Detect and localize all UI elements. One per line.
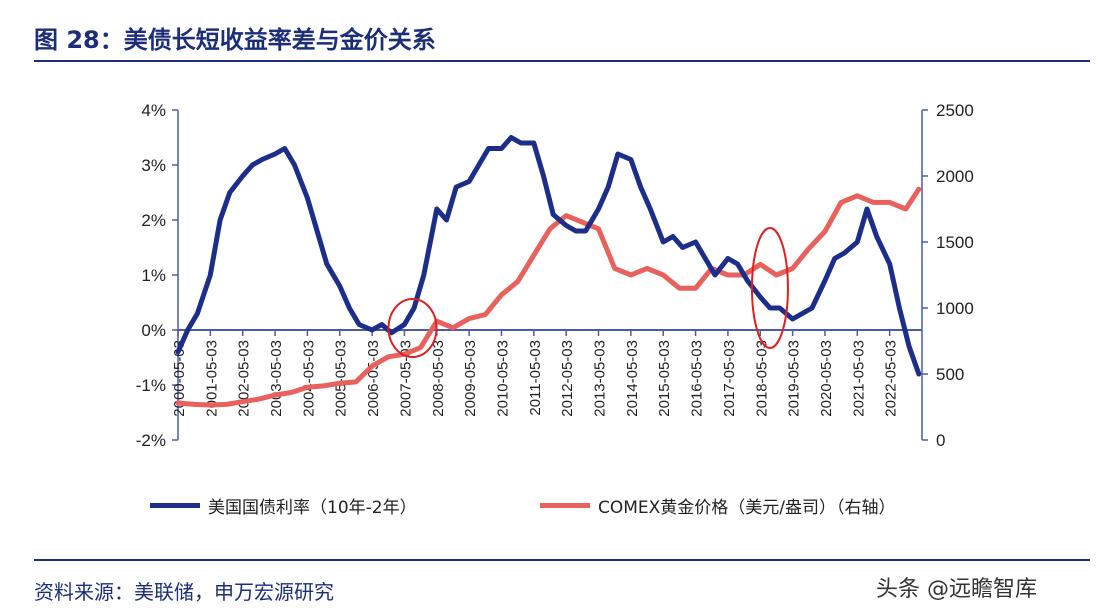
- left-axis-tick-label: 2%: [141, 211, 166, 230]
- footer-divider: [34, 559, 1090, 561]
- x-axis-tick-label: 2009-05-03: [462, 340, 479, 417]
- x-axis-tick-label: 2000-05-03: [171, 340, 188, 417]
- x-axis-tick-label: 2003-05-03: [268, 340, 285, 417]
- yield-spread-line: [175, 135, 922, 377]
- page-title: 图 28：美债长短收益率差与金价关系: [34, 26, 436, 54]
- legend-item-gold-price: COMEX黄金价格（美元/盎司）（右轴）: [540, 493, 896, 518]
- x-axis-tick-label: 2004-05-03: [300, 340, 317, 417]
- watermark: 头条 @远瞻智库: [876, 577, 1037, 602]
- x-axis-tick-label: 2020-05-03: [818, 340, 835, 417]
- legend-label-yield-spread: 美国国债利率（10年-2年）: [208, 498, 417, 518]
- x-axis-tick-label: 2015-05-03: [656, 340, 673, 417]
- x-axis-tick-label: 2005-05-03: [333, 340, 350, 417]
- left-axis-tick-label: 4%: [141, 101, 166, 120]
- legend-swatch-gold-price: [540, 503, 590, 508]
- highlight-ellipse-2007: [387, 298, 438, 358]
- left-axis-tick-label: 1%: [141, 266, 166, 285]
- right-axis-tick-label: 2500: [936, 101, 974, 120]
- right-axis-tick-label: 500: [936, 365, 964, 384]
- gold-price-line: [175, 186, 922, 408]
- left-axis-tick-label: -1%: [136, 376, 166, 395]
- left-axis-tick-label: -2%: [136, 431, 166, 450]
- x-axis-tick-label: 2013-05-03: [592, 340, 609, 417]
- right-axis-tick-label: 1000: [936, 299, 974, 318]
- x-axis-tick-label: 2022-05-03: [883, 340, 900, 417]
- right-axis-tick-label: 1500: [936, 233, 974, 252]
- highlight-ellipse-2018: [750, 227, 789, 349]
- right-axis-tick-label: 2000: [936, 167, 974, 186]
- legend-item-yield-spread: 美国国债利率（10年-2年）: [150, 493, 417, 518]
- left-axis-tick-label: 0%: [141, 321, 166, 340]
- x-axis-tick-label: 2019-05-03: [786, 340, 803, 417]
- left-axis-tick-label: 3%: [141, 156, 166, 175]
- x-axis-tick-label: 2011-05-03: [527, 340, 544, 416]
- legend-label-gold-price: COMEX黄金价格（美元/盎司）（右轴）: [598, 498, 896, 518]
- x-axis-tick-label: 2007-05-03: [397, 340, 414, 417]
- x-axis-tick-label: 2018-05-03: [753, 340, 770, 417]
- x-axis-tick-label: 2012-05-03: [559, 340, 576, 417]
- x-axis-tick-label: 2014-05-03: [624, 340, 641, 417]
- x-axis-tick-label: 2010-05-03: [494, 340, 511, 417]
- x-axis-tick-label: 2021-05-03: [850, 340, 867, 417]
- x-axis-tick-label: 2017-05-03: [721, 340, 738, 417]
- x-axis-tick-label: 2016-05-03: [689, 340, 706, 417]
- source-note: 资料来源：美联储，申万宏源研究: [34, 580, 334, 604]
- x-axis-tick-label: 2006-05-03: [365, 340, 382, 417]
- x-axis-tick-label: 2002-05-03: [236, 340, 253, 417]
- legend-swatch-yield-spread: [150, 503, 200, 508]
- x-axis-tick-label: 2008-05-03: [430, 340, 447, 417]
- right-axis-tick-label: 0: [936, 431, 945, 450]
- title-divider: [34, 60, 1090, 62]
- x-axis-tick-label: 2001-05-03: [203, 340, 220, 417]
